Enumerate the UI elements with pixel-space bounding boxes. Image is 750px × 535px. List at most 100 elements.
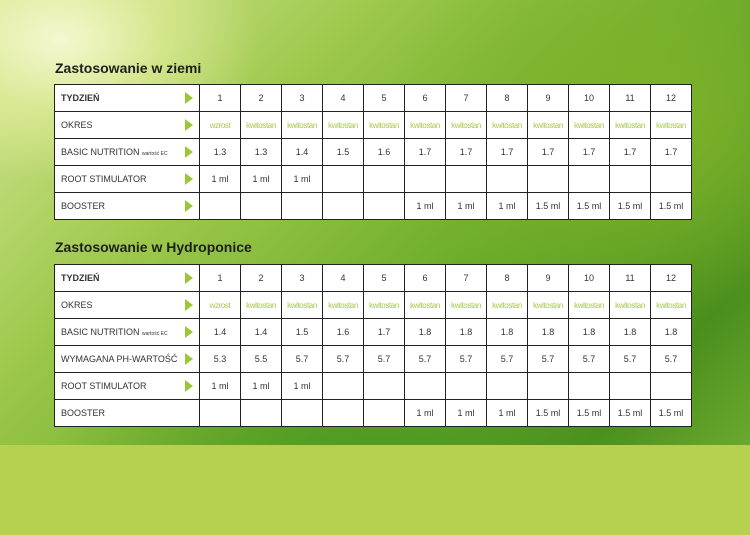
table-cell: 1.5 <box>322 138 364 166</box>
table-cell: kwitostan <box>445 111 487 139</box>
table-cell: 1.7 <box>445 138 487 166</box>
bottom-band <box>0 445 750 535</box>
table-cell: 1.7 <box>363 318 405 346</box>
table-cell: 4 <box>322 264 364 292</box>
row-label-text: ROOT STIMULATOR <box>61 381 147 391</box>
table-row: BOOSTER 1 ml 1 ml 1 ml 1.5 ml 1.5 ml 1.5 ml 1.5… <box>54 192 692 220</box>
table-cell: 1.5 ml <box>609 399 651 427</box>
row-label: BOOSTER <box>54 399 200 427</box>
table-cell: kwitostan <box>281 111 323 139</box>
table-cell: 3 <box>281 264 323 292</box>
table-cell: 1.8 <box>609 318 651 346</box>
table-cell: 1.3 <box>199 138 241 166</box>
table-cell: 1 <box>199 264 241 292</box>
table-cell <box>322 165 364 193</box>
table-row: BASIC NUTRITION wartość EC 1.3 1.3 1.4 1.5 1.… <box>54 138 692 166</box>
table-cell: 1 ml <box>486 399 528 427</box>
table-cell: kwitostan <box>363 291 405 319</box>
table-cell: 1.8 <box>445 318 487 346</box>
soil-schedule-table: TYDZIEŃ 1 2 3 4 5 6 7 8 9 10 11 12 OKRES wzrost kwitost… <box>54 84 692 220</box>
row-label-text: ROOT STIMULATOR <box>61 174 147 184</box>
table-cell <box>486 165 528 193</box>
table-cell <box>404 372 446 400</box>
table-cell: 2 <box>240 264 282 292</box>
row-label-text: TYDZIEŃ <box>61 93 100 103</box>
table-cell: 5.7 <box>650 345 692 373</box>
table-cell: 1.5 ml <box>650 192 692 220</box>
table-cell <box>240 399 282 427</box>
row-label-text: OKRES <box>61 300 93 310</box>
table-cell: 5 <box>363 84 405 112</box>
table-cell: 1.7 <box>486 138 528 166</box>
table-cell: kwitostan <box>404 111 446 139</box>
table-cell: 5.7 <box>527 345 569 373</box>
table-cell: 3 <box>281 84 323 112</box>
table-cell: 1.6 <box>322 318 364 346</box>
table-row: TYDZIEŃ 1 2 3 4 5 6 7 8 9 10 11 12 <box>54 264 692 292</box>
table-cell: 6 <box>404 264 446 292</box>
table-cell: kwitostan <box>568 111 610 139</box>
table-cell: 9 <box>527 84 569 112</box>
table-cell: 1.7 <box>404 138 446 166</box>
table-cell: kwitostan <box>486 111 528 139</box>
row-label: BASIC NUTRITION wartość EC <box>54 138 200 166</box>
table-row: WYMAGANA PH-WARTOŚĆ 5.3 5.5 5.7 5.7 5.7 5.7 5.7… <box>54 345 692 373</box>
row-label: WYMAGANA PH-WARTOŚĆ <box>54 345 200 373</box>
arrow-right-icon <box>185 146 193 158</box>
row-label: OKRES <box>54 111 200 139</box>
table-cell <box>281 192 323 220</box>
table-cell: kwitostan <box>486 291 528 319</box>
table-cell <box>445 372 487 400</box>
table-cell: 1.8 <box>486 318 528 346</box>
table-cell <box>322 399 364 427</box>
table-cell: 2 <box>240 84 282 112</box>
row-label: BASIC NUTRITION wartość EC <box>54 318 200 346</box>
table-cell: 1.4 <box>281 138 323 166</box>
table-cell <box>322 192 364 220</box>
row-label-text: OKRES <box>61 120 93 130</box>
table-cell <box>650 165 692 193</box>
row-label-text: BASIC NUTRITION <box>61 147 140 157</box>
table-cell: 8 <box>486 84 528 112</box>
table-cell: 1.3 <box>240 138 282 166</box>
table-cell: kwitostan <box>527 291 569 319</box>
table-cell: 1.4 <box>240 318 282 346</box>
table-cell: 1 ml <box>445 192 487 220</box>
table-cell: 7 <box>445 264 487 292</box>
table-cell <box>568 372 610 400</box>
table-cell: 8 <box>486 264 528 292</box>
table-cell: 1.7 <box>527 138 569 166</box>
table-cell <box>650 372 692 400</box>
table-row: ROOT STIMULATOR 1 ml 1 ml 1 ml <box>54 165 692 193</box>
table-cell: 1 ml <box>404 192 446 220</box>
table-cell <box>527 372 569 400</box>
table-cell: 5.7 <box>609 345 651 373</box>
row-sublabel: wartość EC <box>142 331 168 337</box>
table-cell: 1 ml <box>199 372 241 400</box>
table-cell <box>363 372 405 400</box>
table-cell <box>486 372 528 400</box>
section-title-soil: Zastosowanie w ziemi <box>55 60 202 76</box>
table-cell: 1.5 ml <box>650 399 692 427</box>
table-cell <box>363 399 405 427</box>
table-cell: 1.7 <box>568 138 610 166</box>
table-cell <box>363 165 405 193</box>
arrow-right-icon <box>185 326 193 338</box>
arrow-right-icon <box>185 353 193 365</box>
arrow-right-icon <box>185 272 193 284</box>
row-label-text: WYMAGANA PH-WARTOŚĆ <box>61 354 178 364</box>
table-cell: 1.7 <box>609 138 651 166</box>
table-cell: 6 <box>404 84 446 112</box>
row-label: TYDZIEŃ <box>54 264 200 292</box>
table-cell <box>199 399 241 427</box>
table-cell: 1 ml <box>240 372 282 400</box>
row-label: TYDZIEŃ <box>54 84 200 112</box>
table-row: OKRES wzrost kwitostan kwitostan kwitostan kw… <box>54 111 692 139</box>
table-cell: 5.7 <box>445 345 487 373</box>
table-cell: 5.7 <box>404 345 446 373</box>
table-cell: 11 <box>609 264 651 292</box>
table-cell: 1.4 <box>199 318 241 346</box>
table-cell <box>568 165 610 193</box>
table-cell: 1 ml <box>240 165 282 193</box>
table-cell: 1 ml <box>199 165 241 193</box>
